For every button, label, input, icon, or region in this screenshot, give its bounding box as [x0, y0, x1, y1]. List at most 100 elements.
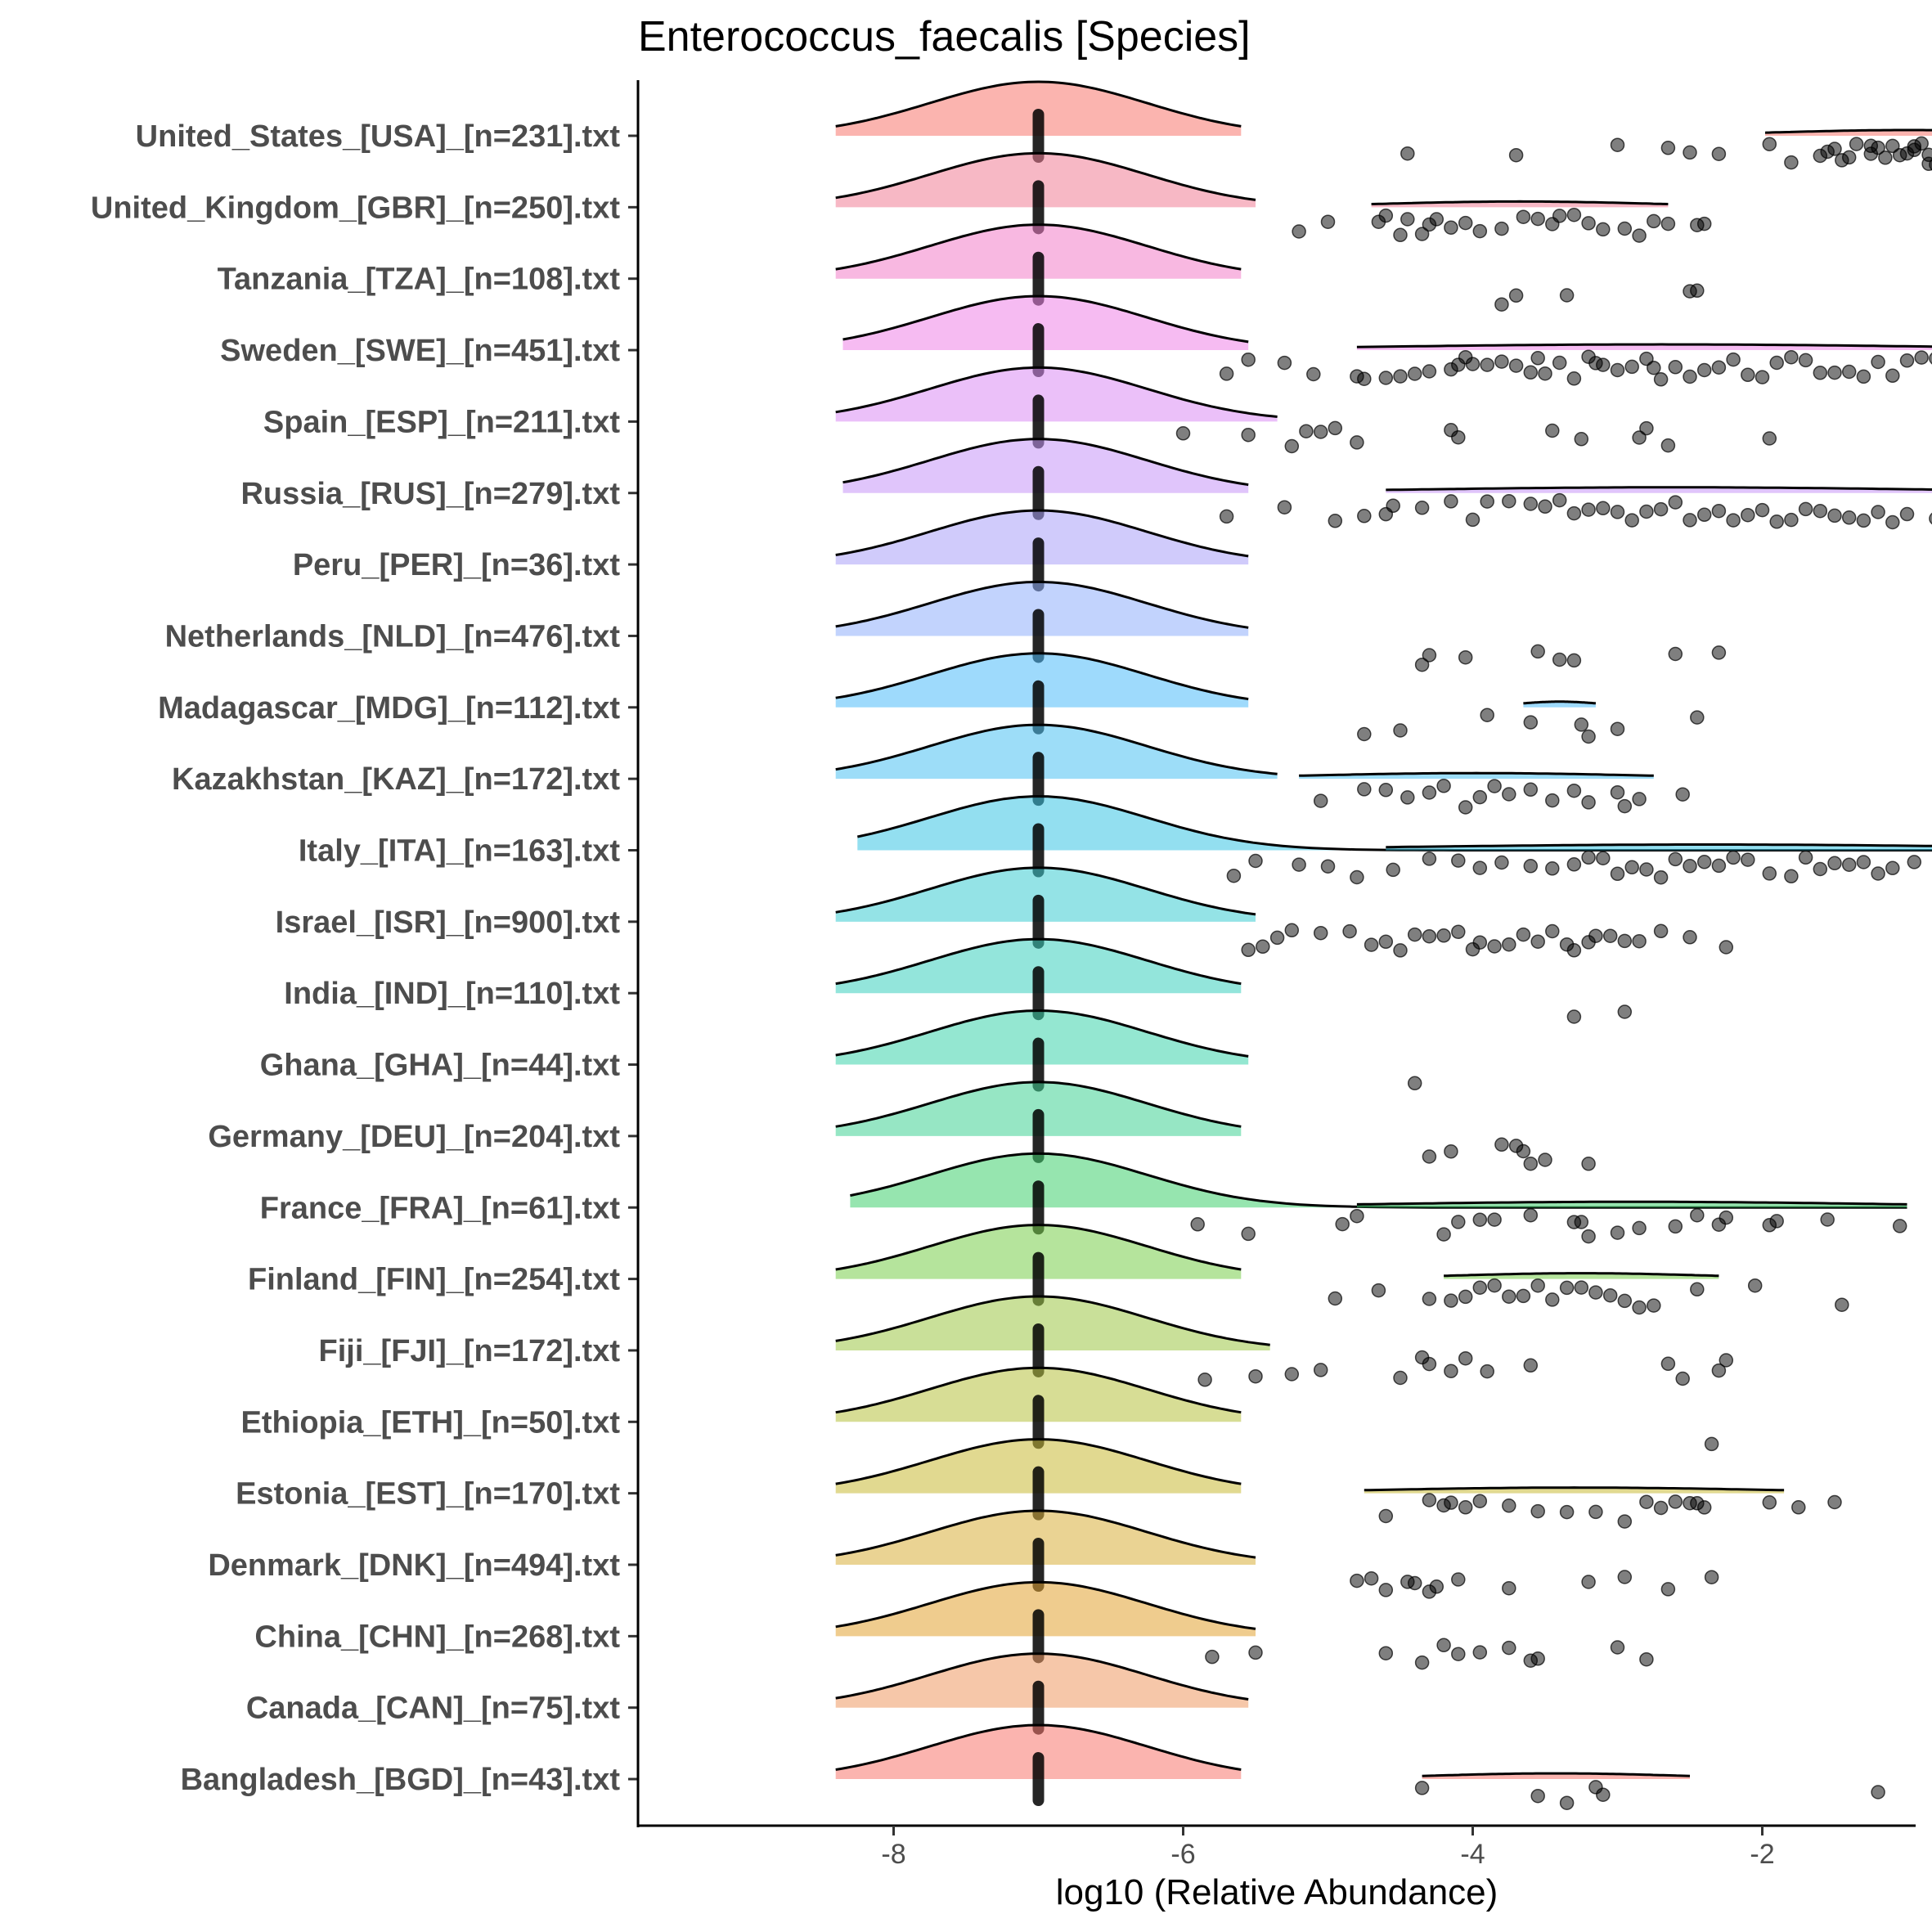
data-point: [1668, 360, 1683, 375]
data-point: [1422, 364, 1437, 379]
data-point: [1885, 138, 1900, 154]
data-point: [1248, 1645, 1263, 1660]
ridge-group: [856, 795, 1932, 885]
data-point: [1711, 645, 1727, 660]
data-point: [1306, 366, 1321, 382]
data-point: [1660, 1582, 1676, 1597]
data-point: [1422, 1493, 1437, 1507]
data-point: [1190, 1217, 1205, 1232]
data-point: [1617, 1570, 1633, 1584]
data-point: [1653, 1500, 1669, 1516]
y-axis-labels: United_States_[USA]_[n=231].txt United_Ki…: [91, 119, 638, 1797]
data-point: [1719, 1210, 1734, 1225]
data-point: [1502, 1289, 1516, 1304]
ridge-fill: [835, 1653, 1249, 1708]
y-axis-label: Bangladesh_[BGD]_[n=43].txt: [181, 1763, 621, 1797]
ridge-fill: [835, 725, 1278, 780]
data-point: [1581, 1157, 1596, 1171]
x-tick-label: -2: [1750, 1839, 1774, 1870]
data-point: [1683, 930, 1697, 945]
data-point: [1820, 1212, 1835, 1227]
data-point: [1856, 513, 1871, 528]
ridge-outline: [835, 937, 1242, 986]
data-point: [1610, 866, 1625, 882]
data-point: [1624, 513, 1639, 528]
ridge-group: [835, 223, 1705, 312]
data-point: [1596, 501, 1611, 516]
data-point: [1241, 942, 1256, 958]
data-point: [1871, 866, 1885, 881]
ridge-group: [835, 366, 1777, 454]
x-tick-label: -4: [1460, 1839, 1485, 1870]
data-point: [1841, 364, 1857, 380]
data-point: [1574, 717, 1589, 732]
data-point: [1241, 352, 1256, 367]
data-point: [1892, 1219, 1907, 1233]
ridge-outline: [835, 581, 1249, 629]
y-axis-label: Fiji_[FJI]_[n=172].txt: [319, 1334, 621, 1368]
data-point: [1545, 793, 1560, 808]
data-point: [1610, 1640, 1625, 1655]
data-point: [1929, 512, 1932, 525]
data-point: [1523, 1207, 1539, 1223]
data-point: [1602, 928, 1618, 943]
data-point: [1639, 1651, 1654, 1667]
ridge-group: [835, 1009, 1422, 1092]
ridge-fill: [842, 296, 1249, 351]
data-point: [1559, 1504, 1575, 1520]
data-point: [1755, 370, 1770, 384]
data-point: [1632, 792, 1647, 806]
data-point: [1530, 1503, 1545, 1519]
data-point: [1639, 420, 1654, 436]
data-point: [1328, 1291, 1343, 1306]
data-point: [1841, 510, 1857, 525]
data-point: [1878, 151, 1893, 165]
data-point: [1639, 504, 1654, 519]
ridge-group: [835, 652, 1705, 744]
data-point: [1472, 935, 1488, 950]
data-point: [1668, 495, 1683, 510]
ridge-group: [835, 1081, 1596, 1171]
ridge-outline: [835, 1580, 1256, 1630]
ridge-outline: [835, 1224, 1242, 1271]
data-point: [1444, 1364, 1458, 1378]
data-point: [1436, 1638, 1451, 1653]
data-point: [1885, 514, 1900, 530]
data-point: [1472, 1212, 1488, 1227]
data-point: [1516, 1288, 1531, 1304]
ridge-group: [842, 294, 1932, 387]
ridge-outline: [835, 1723, 1242, 1771]
data-point: [1588, 928, 1603, 943]
data-point: [1508, 147, 1524, 163]
y-axis-label: Germany_[DEU]_[n=204].txt: [208, 1120, 620, 1154]
data-point: [1907, 142, 1922, 158]
data-point: [1741, 367, 1755, 383]
data-point: [1523, 859, 1539, 874]
data-point: [1617, 221, 1633, 236]
data-point: [1559, 288, 1575, 303]
ridge-group: [835, 1295, 1734, 1387]
ridge-fill: [835, 1511, 1256, 1565]
data-point: [1494, 354, 1509, 369]
data-point: [1241, 427, 1256, 443]
data-point: [1197, 1373, 1212, 1387]
data-point: [1378, 1646, 1394, 1660]
data-point: [1596, 851, 1611, 865]
ridges-layer: [835, 80, 1932, 1810]
data-point: [1480, 1364, 1494, 1379]
data-point: [1458, 800, 1473, 815]
ridge-outline: [835, 223, 1242, 271]
data-point: [1335, 1216, 1350, 1232]
data-point: [1552, 652, 1567, 667]
detected-ridge-outline: [1356, 343, 1932, 348]
data-point: [1378, 208, 1394, 223]
data-point: [1508, 358, 1524, 373]
data-point: [1444, 1293, 1458, 1308]
data-point: [1769, 514, 1784, 529]
data-point: [1581, 1229, 1596, 1244]
data-point: [1545, 423, 1560, 438]
data-point: [1414, 1781, 1430, 1795]
data-point: [1653, 923, 1669, 939]
data-point: [1769, 355, 1784, 371]
